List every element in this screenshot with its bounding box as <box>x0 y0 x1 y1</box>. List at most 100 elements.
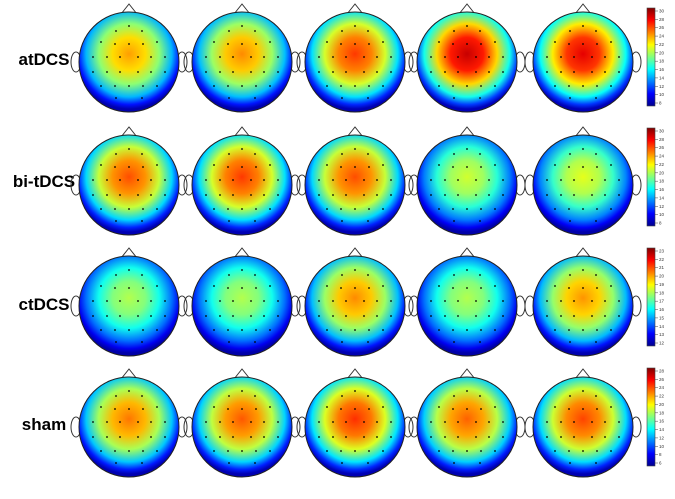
electrode-dot <box>390 71 392 73</box>
electrode-dot <box>376 421 378 423</box>
electrode-dot <box>100 164 102 166</box>
nose <box>458 247 476 259</box>
electrode-dot <box>466 148 468 150</box>
electrode-dot <box>560 71 562 73</box>
electrode-dot <box>119 315 121 317</box>
colorbar-tick-label: 6 <box>659 461 662 466</box>
electrode-dot <box>255 43 257 45</box>
electrode-dot <box>466 25 468 27</box>
electrode-dot <box>254 274 256 276</box>
electrode-dot <box>573 56 575 58</box>
electrode-dot <box>354 408 356 410</box>
electrode-dot <box>479 153 481 155</box>
electrode-dot <box>205 56 207 58</box>
topomap-1-2 <box>296 126 414 236</box>
colorbar-tick-label: 20 <box>659 50 665 55</box>
electrode-dot <box>332 300 334 302</box>
electrode-dot <box>332 179 334 181</box>
nose <box>458 126 476 138</box>
electrode-dot <box>341 220 343 222</box>
electrode-dot <box>546 179 548 181</box>
electrode-dot <box>141 153 143 155</box>
electrode-dot <box>604 71 606 73</box>
electrode-dot <box>332 315 334 317</box>
electrode-dot <box>141 395 143 397</box>
electrode-dot <box>263 300 265 302</box>
electrode-dot <box>494 164 496 166</box>
electrode-dot <box>205 315 207 317</box>
electrode-dot <box>115 341 117 343</box>
electrode-dot <box>376 179 378 181</box>
electrode-dot <box>92 179 94 181</box>
electrode-dot <box>263 421 265 423</box>
topomap-0-3 <box>408 3 526 113</box>
electrode-dot <box>582 390 584 392</box>
colorbar-tick-label: 28 <box>659 369 665 374</box>
electrode-dot <box>596 408 598 410</box>
electrode-dot <box>255 208 257 210</box>
electrode-dot <box>142 408 144 410</box>
electrode-dot <box>466 408 468 410</box>
electrode-dot <box>227 450 229 452</box>
colorbar-tick-label: 12 <box>659 84 665 89</box>
electrode-dot <box>457 194 459 196</box>
electrode-dot <box>250 436 252 438</box>
electrode-dot <box>569 274 571 276</box>
electrode-dot <box>430 71 432 73</box>
electrode-dot <box>100 41 102 43</box>
electrode-dot <box>438 41 440 43</box>
electrode-dot <box>367 97 369 99</box>
electrode-dot <box>213 406 215 408</box>
colorbar-tick-label: 12 <box>659 204 665 209</box>
electrode-dot <box>382 285 384 287</box>
electrode-dot <box>610 406 612 408</box>
electrode-dot <box>582 269 584 271</box>
electrode-dot <box>318 56 320 58</box>
electrode-dot <box>263 56 265 58</box>
colorbar-tick-label: 18 <box>659 59 665 64</box>
electrode-dot <box>480 329 482 331</box>
electrode-dot <box>255 450 257 452</box>
electrode-dot <box>480 287 482 289</box>
electrode-dot <box>128 329 130 331</box>
electrode-dot <box>141 220 143 222</box>
electrode-dot <box>367 341 369 343</box>
electrode-dot <box>114 408 116 410</box>
electrode-dot <box>250 179 252 181</box>
electrode-dot <box>354 269 356 271</box>
electrode-dot <box>430 56 432 58</box>
colorbar-3: 28 26 24 22 20 18 16 14 12 10 8 6 <box>646 367 665 467</box>
electrode-dot <box>595 220 597 222</box>
electrode-dot <box>596 166 598 168</box>
electrode-dot <box>115 97 117 99</box>
electrode-dot <box>150 179 152 181</box>
electrode-dot <box>430 315 432 317</box>
colorbar-rect <box>646 367 656 467</box>
electrode-dot <box>368 208 370 210</box>
electrode-dot <box>452 329 454 331</box>
electrode-dot <box>354 25 356 27</box>
electrode-dot <box>228 395 230 397</box>
electrode-dot <box>573 71 575 73</box>
electrode-dot <box>318 194 320 196</box>
electrode-dot <box>137 300 139 302</box>
nose <box>120 247 138 259</box>
electrode-dot <box>457 179 459 181</box>
electrode-dot <box>494 329 496 331</box>
electrode-dot <box>560 179 562 181</box>
electrode-dot <box>354 43 356 45</box>
electrode-dot <box>610 164 612 166</box>
electrode-dot <box>137 421 139 423</box>
head-map <box>416 134 518 236</box>
electrode-dot <box>568 450 570 452</box>
electrode-dot <box>546 421 548 423</box>
electrode-dot <box>137 315 139 317</box>
electrode-dot <box>367 462 369 464</box>
electrode-dot <box>341 97 343 99</box>
colorbar-tick-label: 16 <box>659 187 665 192</box>
electrode-dot <box>219 179 221 181</box>
electrode-dot <box>228 30 230 32</box>
electrode-dot <box>100 329 102 331</box>
electrode-dot <box>494 41 496 43</box>
electrode-dot <box>219 300 221 302</box>
